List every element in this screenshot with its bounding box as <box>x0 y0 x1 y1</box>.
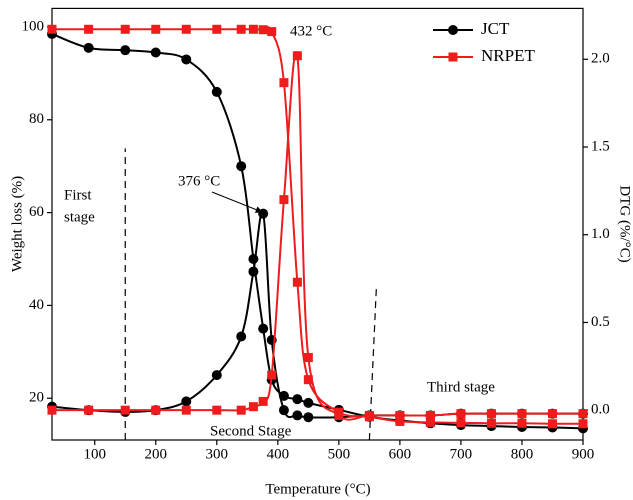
annotation: Third stage <box>427 379 495 395</box>
data-point <box>212 405 222 415</box>
series-line <box>52 51 584 421</box>
data-point <box>303 353 313 363</box>
data-point <box>303 375 313 385</box>
data-point <box>334 410 344 420</box>
legend-label: NRPET <box>481 46 535 65</box>
x-tick-label: 200 <box>145 446 168 462</box>
data-point <box>292 410 303 421</box>
data-point <box>212 24 222 34</box>
data-point <box>486 418 496 428</box>
data-point <box>292 51 302 61</box>
data-point <box>292 277 302 287</box>
data-point <box>456 409 466 419</box>
data-point <box>248 254 259 265</box>
annotation: Second Stage <box>210 423 292 439</box>
data-point <box>151 405 161 415</box>
data-point <box>395 416 405 426</box>
data-point <box>181 405 191 415</box>
annotation: 376 °C <box>178 173 220 189</box>
data-point <box>120 24 130 34</box>
data-point <box>258 396 268 406</box>
data-point <box>303 412 314 423</box>
data-point <box>151 24 161 34</box>
y-tick-label: 80 <box>29 111 44 127</box>
x-tick-label: 100 <box>83 446 106 462</box>
annotation: stage <box>64 209 95 225</box>
y2-tick-label: 0.5 <box>591 314 610 330</box>
data-point <box>279 195 289 205</box>
data-point <box>364 410 374 420</box>
data-point <box>456 418 466 428</box>
x-tick-label: 800 <box>511 446 534 462</box>
data-point <box>292 394 303 405</box>
data-point <box>236 405 246 415</box>
data-point <box>84 24 94 34</box>
data-point <box>47 24 57 34</box>
data-point <box>267 27 277 37</box>
series-line <box>51 210 584 419</box>
y2-tick-label: 0.0 <box>591 402 610 418</box>
legend-marker <box>448 52 458 62</box>
y-axis-label: Weight loss (%) <box>9 176 25 272</box>
y-tick-label: 40 <box>29 297 44 313</box>
data-point <box>395 410 405 420</box>
data-point <box>578 419 588 429</box>
data-point <box>120 405 130 415</box>
series-line <box>52 26 584 425</box>
plot-frame <box>51 7 584 441</box>
series-line <box>51 32 584 430</box>
y2-tick-label: 1.0 <box>591 226 610 242</box>
data-point <box>425 417 435 427</box>
x-axis-label: Temperature (°C) <box>265 481 370 497</box>
data-point <box>517 418 527 428</box>
data-point <box>150 47 161 58</box>
data-point <box>258 323 269 334</box>
data-point <box>181 54 192 65</box>
data-point <box>258 25 268 35</box>
annotation: 432 °C <box>290 23 332 39</box>
x-tick-label: 500 <box>328 446 351 462</box>
x-tick-label: 700 <box>450 446 473 462</box>
annotation-arrow <box>211 191 263 213</box>
y2-axis-label: DTG (%/°C) <box>617 185 633 262</box>
data-point <box>486 409 496 419</box>
data-point <box>248 402 258 412</box>
x-tick-label: 300 <box>206 446 229 462</box>
annotation: First <box>64 187 92 203</box>
data-point <box>267 370 277 380</box>
data-point <box>547 409 557 419</box>
data-point <box>278 405 289 416</box>
x-tick-label: 400 <box>267 446 290 462</box>
data-point <box>248 266 259 277</box>
data-point <box>248 24 258 34</box>
legend-label: JCT <box>481 19 510 38</box>
y-tick-label: 60 <box>29 204 44 220</box>
data-point <box>120 45 131 56</box>
y-tick-label: 100 <box>22 18 45 34</box>
data-point <box>84 405 94 415</box>
data-point <box>211 86 222 97</box>
data-point <box>211 370 222 381</box>
data-point <box>517 409 527 419</box>
data-point <box>303 397 314 408</box>
x-tick-label: 600 <box>389 446 412 462</box>
x-tick-label: 900 <box>572 446 595 462</box>
data-point <box>425 410 435 420</box>
legend-marker <box>448 25 458 35</box>
data-point <box>236 161 247 172</box>
data-point <box>236 331 247 342</box>
data-point <box>83 42 94 53</box>
data-point <box>47 405 57 415</box>
data-point <box>279 78 289 88</box>
y-tick-label: 20 <box>29 390 44 406</box>
data-point <box>547 419 557 429</box>
data-point <box>578 409 588 419</box>
data-point <box>236 24 246 34</box>
y2-tick-label: 2.0 <box>591 51 610 67</box>
data-point <box>181 396 192 407</box>
y2-tick-label: 1.5 <box>591 138 610 154</box>
data-point <box>258 208 269 219</box>
data-point <box>181 24 191 34</box>
